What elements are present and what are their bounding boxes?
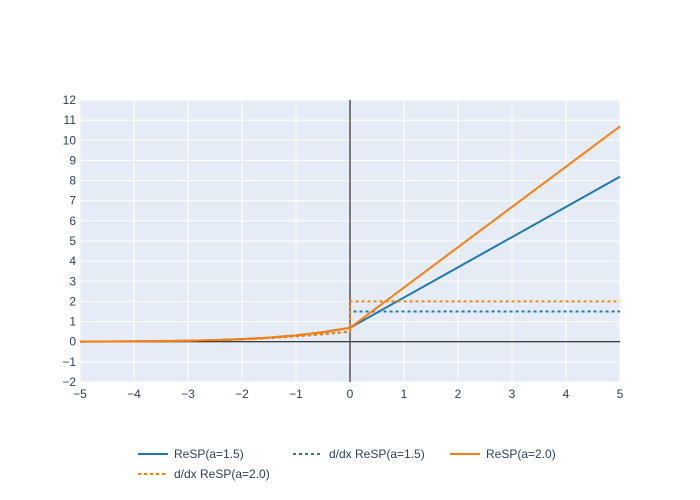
y-tick-label: 12: [63, 93, 77, 107]
y-tick-label: 10: [63, 133, 77, 147]
series-line-3: [79, 300, 620, 343]
y-tick-label: 2: [69, 294, 76, 308]
y-tick-label: 0: [69, 335, 76, 349]
y-tick-label: 4: [69, 254, 76, 268]
x-tick-label: 4: [563, 387, 570, 401]
y-tick-label: 11: [64, 113, 77, 127]
x-tick-label: −1: [289, 387, 303, 401]
y-tick-label: 9: [69, 153, 76, 167]
y-tick-label: 1: [69, 315, 76, 329]
y-tick-label: −2: [62, 375, 76, 389]
x-tick-label: 0: [347, 387, 354, 401]
y-tick-label: 6: [69, 214, 76, 228]
legend-label-3: d/dx ReSP(a=2.0): [174, 467, 270, 481]
x-tick-label: 1: [401, 387, 408, 401]
legend-label-1: d/dx ReSP(a=1.5): [329, 447, 425, 461]
legend: ReSP(a=1.5) d/dx ReSP(a=1.5) ReSP(a=2.0) d/…: [138, 447, 556, 481]
x-tick-labels: −5 −4 −3 −2 −1 0 1 2 3 4 5: [73, 387, 624, 401]
y-tick-label: −1: [62, 355, 76, 369]
legend-label-0: ReSP(a=1.5): [174, 447, 244, 461]
series-lines: [79, 125, 621, 343]
y-tick-label: 3: [69, 274, 76, 288]
legend-label-2: ReSP(a=2.0): [486, 447, 556, 461]
x-tick-label: −5: [73, 387, 87, 401]
y-tick-label: 5: [69, 234, 76, 248]
x-tick-label: −4: [127, 387, 141, 401]
x-tick-label: 5: [617, 387, 624, 401]
x-tick-label: 3: [509, 387, 516, 401]
x-tick-label: 2: [455, 387, 462, 401]
y-tick-label: 8: [69, 174, 76, 188]
x-tick-label: −2: [235, 387, 249, 401]
x-tick-label: −3: [181, 387, 195, 401]
y-tick-label: 7: [69, 194, 76, 208]
